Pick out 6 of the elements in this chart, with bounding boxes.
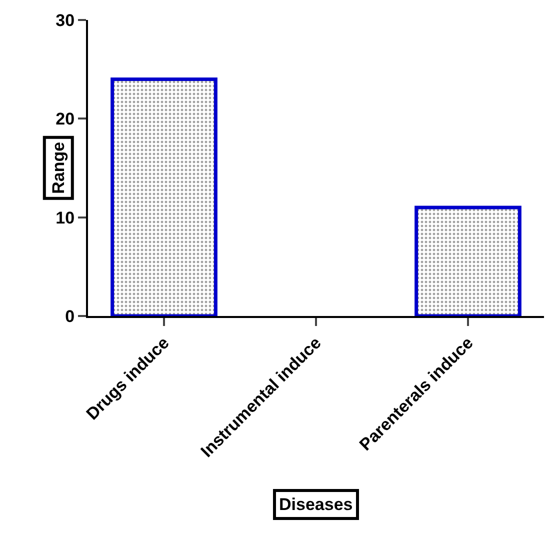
y-axis-title: Range <box>48 142 68 194</box>
y-tick-label: 10 <box>56 208 75 228</box>
y-tick-label: 20 <box>56 110 75 129</box>
y-tick-label: 30 <box>56 10 75 30</box>
x-axis-title: Diseases <box>279 495 353 514</box>
y-tick-label: 0 <box>65 306 75 326</box>
